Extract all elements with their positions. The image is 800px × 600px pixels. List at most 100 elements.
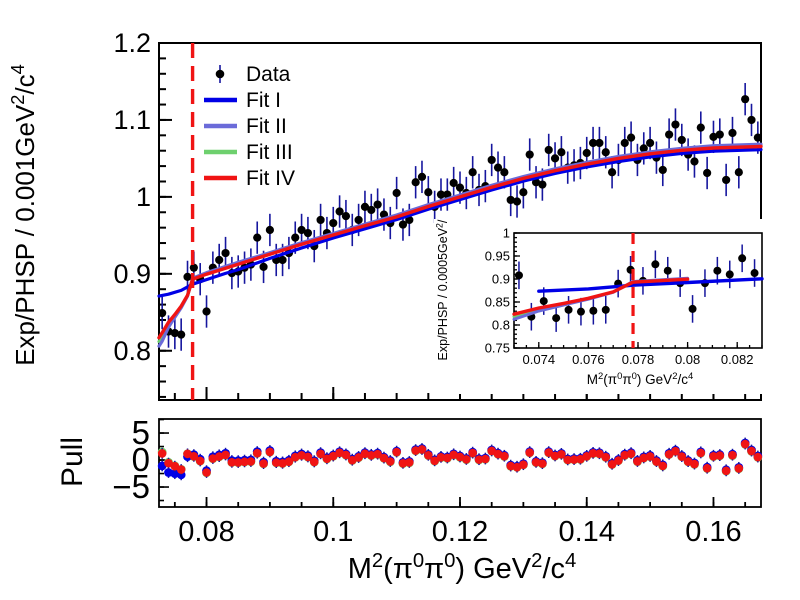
legend-label: Fit II [246,115,287,138]
pull-y-tick-label: −5 [112,468,150,505]
data-point [703,168,712,178]
pull-point [284,457,294,466]
data-point [316,215,325,225]
data-point [417,172,427,181]
inset-x-axis-title: M2(π0π0) GeV2/c4 [587,371,693,387]
pull-point [379,453,389,463]
data-point [658,165,667,175]
pull-y-tick-label: 5 [132,414,150,451]
data-point [696,123,705,132]
pull-point [747,446,756,456]
legend-label: Data [246,63,291,86]
inset-data-point [589,306,598,315]
data-point [722,175,731,185]
pull-point [500,451,509,461]
data-point [468,168,477,177]
data-point [297,225,306,235]
data-point [677,135,686,145]
inset-pad-background [434,219,772,394]
data-point [588,138,598,148]
pull-point [462,455,471,464]
pull-point [195,456,205,466]
data-point [595,138,604,148]
pull-point [557,449,566,459]
pull-point [569,455,579,464]
pull-point [696,448,706,458]
pull-point [728,450,737,460]
x-axis-ticks [513,342,763,348]
legend-label: Fit III [246,141,293,164]
inset-x-tick-label: 0.076 [572,352,605,367]
data-point [493,163,503,172]
inset-fit-curves [512,276,764,321]
inset-y-tick-label: 0.8 [492,318,510,333]
inset-panel: 1 0.95 0.9 0.85 0.8 0.75 0.074 0.076 0.078 0.08 0.… [434,219,772,394]
data-point [525,150,534,159]
data-point [253,233,262,242]
legend-data-marker [215,69,225,79]
inset-data-point [688,304,697,313]
inset-data-point [564,305,573,314]
inset-x-tick-label: 0.08 [675,352,700,367]
x-tick-label: 0.14 [559,516,615,548]
pull-point [709,452,718,461]
pull-point [246,457,256,466]
x-axis-ticks [173,497,747,507]
pull-point [170,461,180,471]
pull-point [157,449,167,458]
inset-data-point [725,270,734,279]
pull-point [690,459,699,469]
inset-x-tick-label: 0.082 [721,352,754,367]
inset-data-point [539,297,548,306]
pull-point [645,452,655,461]
data-point [398,220,408,229]
pull-point [614,456,623,465]
inset-data-point [663,266,672,275]
data-point [728,128,737,138]
data-point [373,200,382,209]
pull-point [436,453,446,462]
data-point [278,255,287,265]
data-point [449,178,458,188]
data-point [202,307,211,316]
main-panel: 1.2 1.1 1 0.9 0.8 Exp/PHSP / 0.001GeV2/c4 [8,28,763,401]
data-point [690,157,699,166]
y-tick-label: 0.8 [113,336,151,366]
data-point [335,207,344,216]
data-point [753,133,762,142]
data-point [424,188,433,197]
pull-point [734,464,744,473]
pull-point [525,448,535,457]
x-tick-label: 0.1 [313,516,353,548]
inset-y-tick-label: 0.95 [485,249,510,264]
pull-y-axis-title: Pull [56,437,89,487]
y-tick-label: 0.9 [113,259,151,289]
pull-y-tick-label: 0 [132,441,150,478]
inset-data-point [651,260,660,269]
data-point [639,144,648,153]
data-point [715,130,724,139]
pull-point [715,451,725,460]
pull-point [316,449,325,459]
pull-point [189,452,199,461]
pull-point [544,448,554,457]
fit-I-curve [157,148,763,298]
pull-point [227,458,237,467]
data-point [531,178,541,187]
inset-data-point [576,307,585,316]
inset-y-tick-label: 1 [503,226,510,241]
pull-point [443,453,452,463]
data-point [341,212,351,221]
pull-panel: 50−5 Pull 0.08 0.1 0.12 0.14 0.16 M2(π0π0) GeV2… [56,414,763,585]
data-point [500,168,509,177]
data-point [405,215,414,225]
data-point [291,233,300,242]
data-point [436,190,446,199]
pull-point [373,449,382,459]
inset-y-tick-label: 0.85 [485,295,510,310]
pull-point [405,458,414,467]
data-point [158,308,167,318]
pull-point [385,457,395,466]
pull-point [652,457,661,466]
